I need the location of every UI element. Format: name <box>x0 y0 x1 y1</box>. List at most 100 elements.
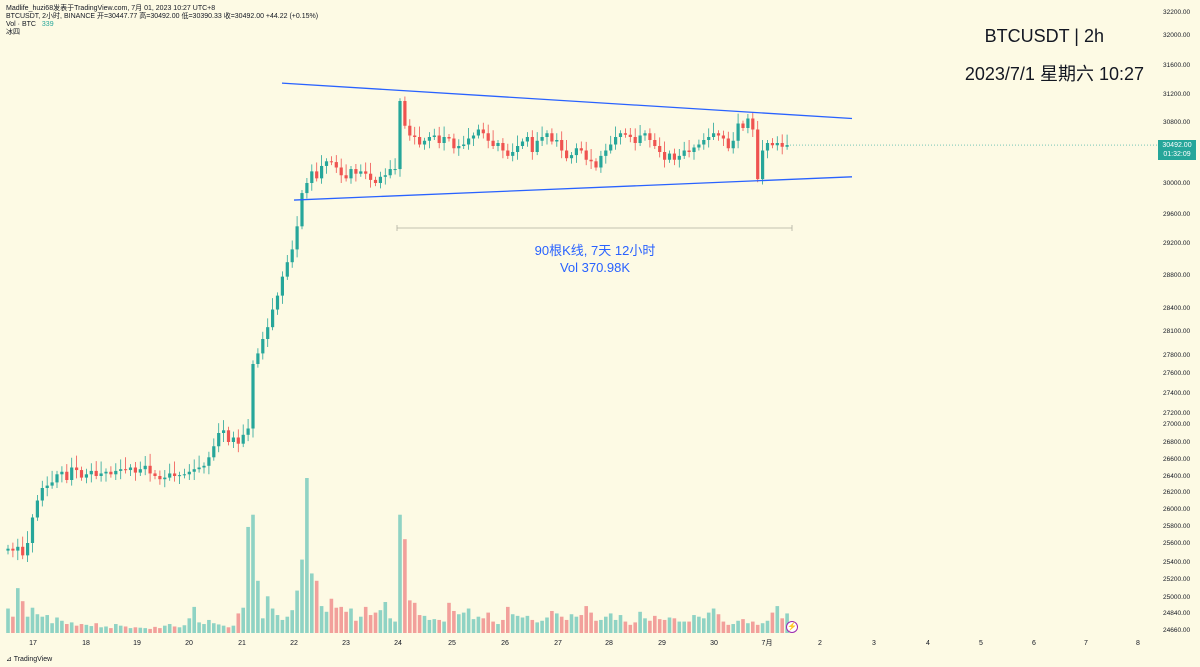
volume-bars <box>6 478 789 633</box>
candle-body <box>334 162 338 168</box>
candle-body <box>765 143 770 151</box>
candle-body <box>104 471 108 474</box>
volume-bar <box>94 623 98 633</box>
time-axis[interactable]: 17 18 19 20 21 22 23 24 25 26 27 28 29 30 7月 2 3 4 5 6 7 8 <box>29 639 1140 647</box>
price-axis-label: 29200.00 <box>1163 240 1190 247</box>
candle-body <box>550 133 554 142</box>
volume-bar <box>310 573 314 633</box>
lower-trendline <box>293 176 853 201</box>
volume-bar <box>158 628 162 633</box>
price-axis-label: 26200.00 <box>1163 489 1190 496</box>
volume-bar <box>65 624 69 633</box>
volume-bar <box>123 626 128 633</box>
candle-body <box>271 309 275 328</box>
volume-bar <box>584 606 588 633</box>
candle-body <box>99 473 103 476</box>
candle-body <box>89 470 93 475</box>
volume-bar <box>741 619 745 633</box>
time-axis-label: 7月 <box>762 639 773 647</box>
candle-body <box>315 171 319 179</box>
candle-body <box>653 140 657 146</box>
volume-bar <box>221 625 226 633</box>
volume-bar <box>726 624 731 633</box>
volume-bar <box>398 514 402 633</box>
candle-body <box>520 141 525 146</box>
time-axis-label: 6 <box>1032 640 1036 647</box>
indicator-label: 冰四 <box>6 29 20 36</box>
volume-bar <box>55 617 59 633</box>
volume-bar <box>324 611 329 633</box>
volume-bar <box>143 628 147 633</box>
volume-bar <box>432 619 437 633</box>
candle-body <box>295 226 299 250</box>
volume-bar <box>265 596 270 633</box>
candle-body <box>746 118 750 128</box>
price-axis[interactable]: 32200.00 32000.00 31600.00 31200.00 30800.00… <box>1163 9 1190 634</box>
candle-body <box>119 469 123 471</box>
volume-bar <box>270 608 275 633</box>
candle-body <box>344 175 348 179</box>
candle-body <box>589 159 593 162</box>
candle-body <box>202 465 206 468</box>
ohlc-legend: BTCUSDT, 2小时, BINANCE 开=30447.77 高=30492… <box>6 13 319 20</box>
volume-bar <box>35 614 40 633</box>
candle-body <box>246 428 250 435</box>
zap-icon[interactable]: ⚡ <box>786 621 798 633</box>
volume-bar <box>775 606 780 633</box>
publish-info: Madlife_huzi68发表于TradingView.com, 7月 01,… <box>6 5 216 12</box>
volume-bar <box>427 619 432 633</box>
candle-body <box>545 133 549 137</box>
price-axis-label: 30800.00 <box>1163 119 1190 126</box>
volume-bar <box>187 618 192 633</box>
candle-body <box>663 152 667 160</box>
candle-body <box>535 140 539 152</box>
upper-trendline <box>281 82 853 120</box>
tradingview-logo[interactable]: ⊿ TradingView <box>6 655 52 663</box>
volume-bar <box>765 620 770 633</box>
volume-bar <box>334 607 339 633</box>
candle-body <box>133 467 137 473</box>
volume-bar <box>236 613 241 633</box>
volume-bar <box>555 613 559 633</box>
volume-bar <box>731 624 735 633</box>
volume-bar <box>231 625 236 633</box>
price-axis-label: 27200.00 <box>1163 410 1190 417</box>
candle-body <box>560 140 564 151</box>
candle-body <box>251 364 255 429</box>
candle-body <box>217 433 221 447</box>
candle-body <box>26 543 30 556</box>
candle-body <box>741 123 745 128</box>
volume-bar <box>486 612 490 633</box>
candle-body <box>457 146 461 149</box>
volume-bar <box>471 619 476 633</box>
volume-bar <box>702 618 706 633</box>
time-axis-label: 21 <box>238 640 246 647</box>
candle-body <box>721 135 725 139</box>
candle-body <box>207 457 211 466</box>
volume-bar <box>20 601 25 633</box>
volume-bar <box>692 615 696 633</box>
candle-body <box>320 165 324 179</box>
time-axis-label: 20 <box>185 640 193 647</box>
candle-body <box>716 133 721 136</box>
volume-bar <box>128 628 133 633</box>
candle-body <box>231 437 235 442</box>
volume-bar <box>16 588 20 633</box>
volume-bar <box>182 625 187 633</box>
candle-body <box>672 153 676 160</box>
volume-bar <box>697 616 701 633</box>
candle-body <box>697 144 701 148</box>
candle-body <box>388 169 392 176</box>
candle-body <box>418 137 422 145</box>
candle-body <box>177 475 182 477</box>
candle-body <box>182 474 186 476</box>
candle-body <box>692 147 696 152</box>
volume-bar <box>564 619 569 633</box>
candle-body <box>339 167 343 176</box>
candle-body <box>555 140 559 142</box>
volume-bar <box>540 620 544 633</box>
candle-body <box>30 517 35 543</box>
candle-body <box>599 155 603 168</box>
datetime-title: 2023/7/1 星期六 10:27 <box>964 64 1144 84</box>
